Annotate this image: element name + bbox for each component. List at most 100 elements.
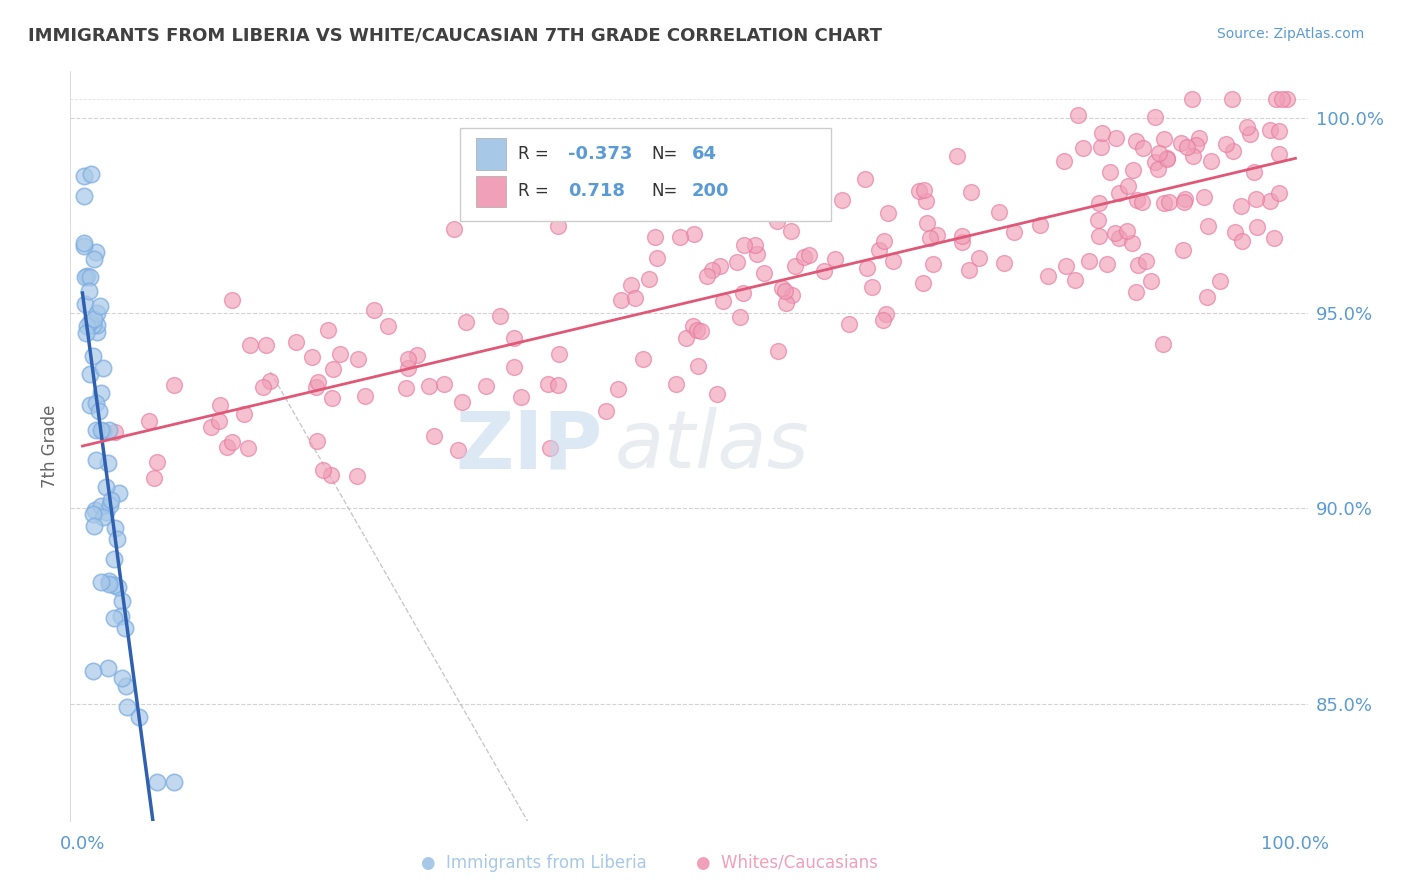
- Point: [1225, 226, 1247, 240]
- Point: [79, 269, 101, 284]
- Point: [993, 256, 1015, 270]
- Point: [1271, 92, 1294, 106]
- Point: [221, 434, 243, 449]
- Point: [813, 264, 835, 278]
- Point: [96, 505, 118, 519]
- Point: [1187, 131, 1209, 145]
- Point: [606, 382, 628, 396]
- Point: [644, 230, 666, 244]
- Point: [1171, 244, 1194, 258]
- Point: [548, 347, 571, 361]
- Point: [396, 360, 419, 375]
- Point: [1175, 140, 1198, 154]
- Point: [908, 184, 931, 198]
- Point: [84, 452, 107, 467]
- Point: [73, 169, 96, 184]
- Point: [433, 376, 456, 391]
- Point: [1088, 229, 1111, 244]
- Point: [114, 621, 136, 635]
- Point: [83, 519, 105, 533]
- Text: Source: ZipAtlas.com: Source: ZipAtlas.com: [1216, 27, 1364, 41]
- Point: [79, 398, 101, 412]
- Point: [83, 312, 105, 326]
- Point: [115, 699, 138, 714]
- Point: [502, 331, 524, 345]
- Point: [831, 194, 853, 208]
- Point: [200, 420, 222, 434]
- Point: [146, 455, 169, 469]
- Point: [853, 171, 876, 186]
- Point: [799, 248, 821, 262]
- Point: [1104, 226, 1126, 240]
- Point: [1215, 136, 1237, 151]
- Point: [110, 671, 132, 685]
- Point: [1126, 258, 1149, 272]
- Point: [1105, 130, 1128, 145]
- Point: [307, 434, 329, 448]
- Point: [1243, 165, 1265, 179]
- Point: [1095, 257, 1118, 271]
- Point: [946, 148, 969, 162]
- Point: [773, 284, 796, 298]
- Point: [316, 324, 339, 338]
- Point: [915, 194, 938, 209]
- Point: [1143, 155, 1166, 169]
- Point: [91, 509, 114, 524]
- Point: [620, 277, 643, 292]
- Point: [76, 318, 98, 333]
- Point: [1263, 231, 1285, 245]
- Point: [1116, 179, 1139, 194]
- Point: [1239, 127, 1261, 141]
- Point: [950, 235, 973, 249]
- Point: [686, 359, 709, 374]
- Point: [623, 292, 645, 306]
- Point: [1195, 290, 1218, 304]
- Point: [706, 386, 728, 401]
- Point: [354, 388, 377, 402]
- Point: [322, 362, 344, 376]
- Point: [709, 259, 731, 273]
- Point: [1173, 194, 1195, 209]
- Point: [163, 378, 186, 392]
- Point: [83, 502, 105, 516]
- Point: [82, 318, 104, 333]
- Point: [967, 251, 990, 265]
- Point: [957, 263, 980, 277]
- Point: [509, 390, 531, 404]
- Point: [547, 219, 569, 233]
- Point: [1135, 253, 1157, 268]
- Point: [873, 234, 896, 248]
- Point: [838, 318, 860, 332]
- Text: ●  Whites/Caucasians: ● Whites/Caucasians: [696, 855, 879, 872]
- Point: [395, 381, 418, 395]
- Point: [100, 493, 122, 508]
- Point: [610, 293, 633, 308]
- Point: [98, 498, 121, 512]
- Text: N=: N=: [652, 182, 678, 200]
- Point: [107, 532, 129, 546]
- Point: [215, 440, 238, 454]
- Point: [1198, 219, 1220, 233]
- Point: [1053, 154, 1076, 169]
- Point: [725, 255, 748, 269]
- Point: [79, 367, 101, 381]
- Point: [1260, 123, 1282, 137]
- Point: [927, 227, 949, 242]
- Point: [103, 552, 125, 566]
- Point: [675, 331, 697, 345]
- Point: [668, 229, 690, 244]
- Point: [73, 239, 96, 253]
- Point: [595, 403, 617, 417]
- Point: [1087, 213, 1109, 227]
- Point: [89, 299, 111, 313]
- Point: [882, 253, 904, 268]
- Point: [329, 347, 352, 361]
- Point: [728, 310, 751, 324]
- Text: N=: N=: [652, 145, 678, 162]
- Point: [83, 252, 105, 267]
- Point: [1029, 218, 1052, 232]
- Text: ZIP: ZIP: [456, 407, 602, 485]
- Point: [363, 303, 385, 318]
- Point: [690, 325, 713, 339]
- Point: [82, 349, 104, 363]
